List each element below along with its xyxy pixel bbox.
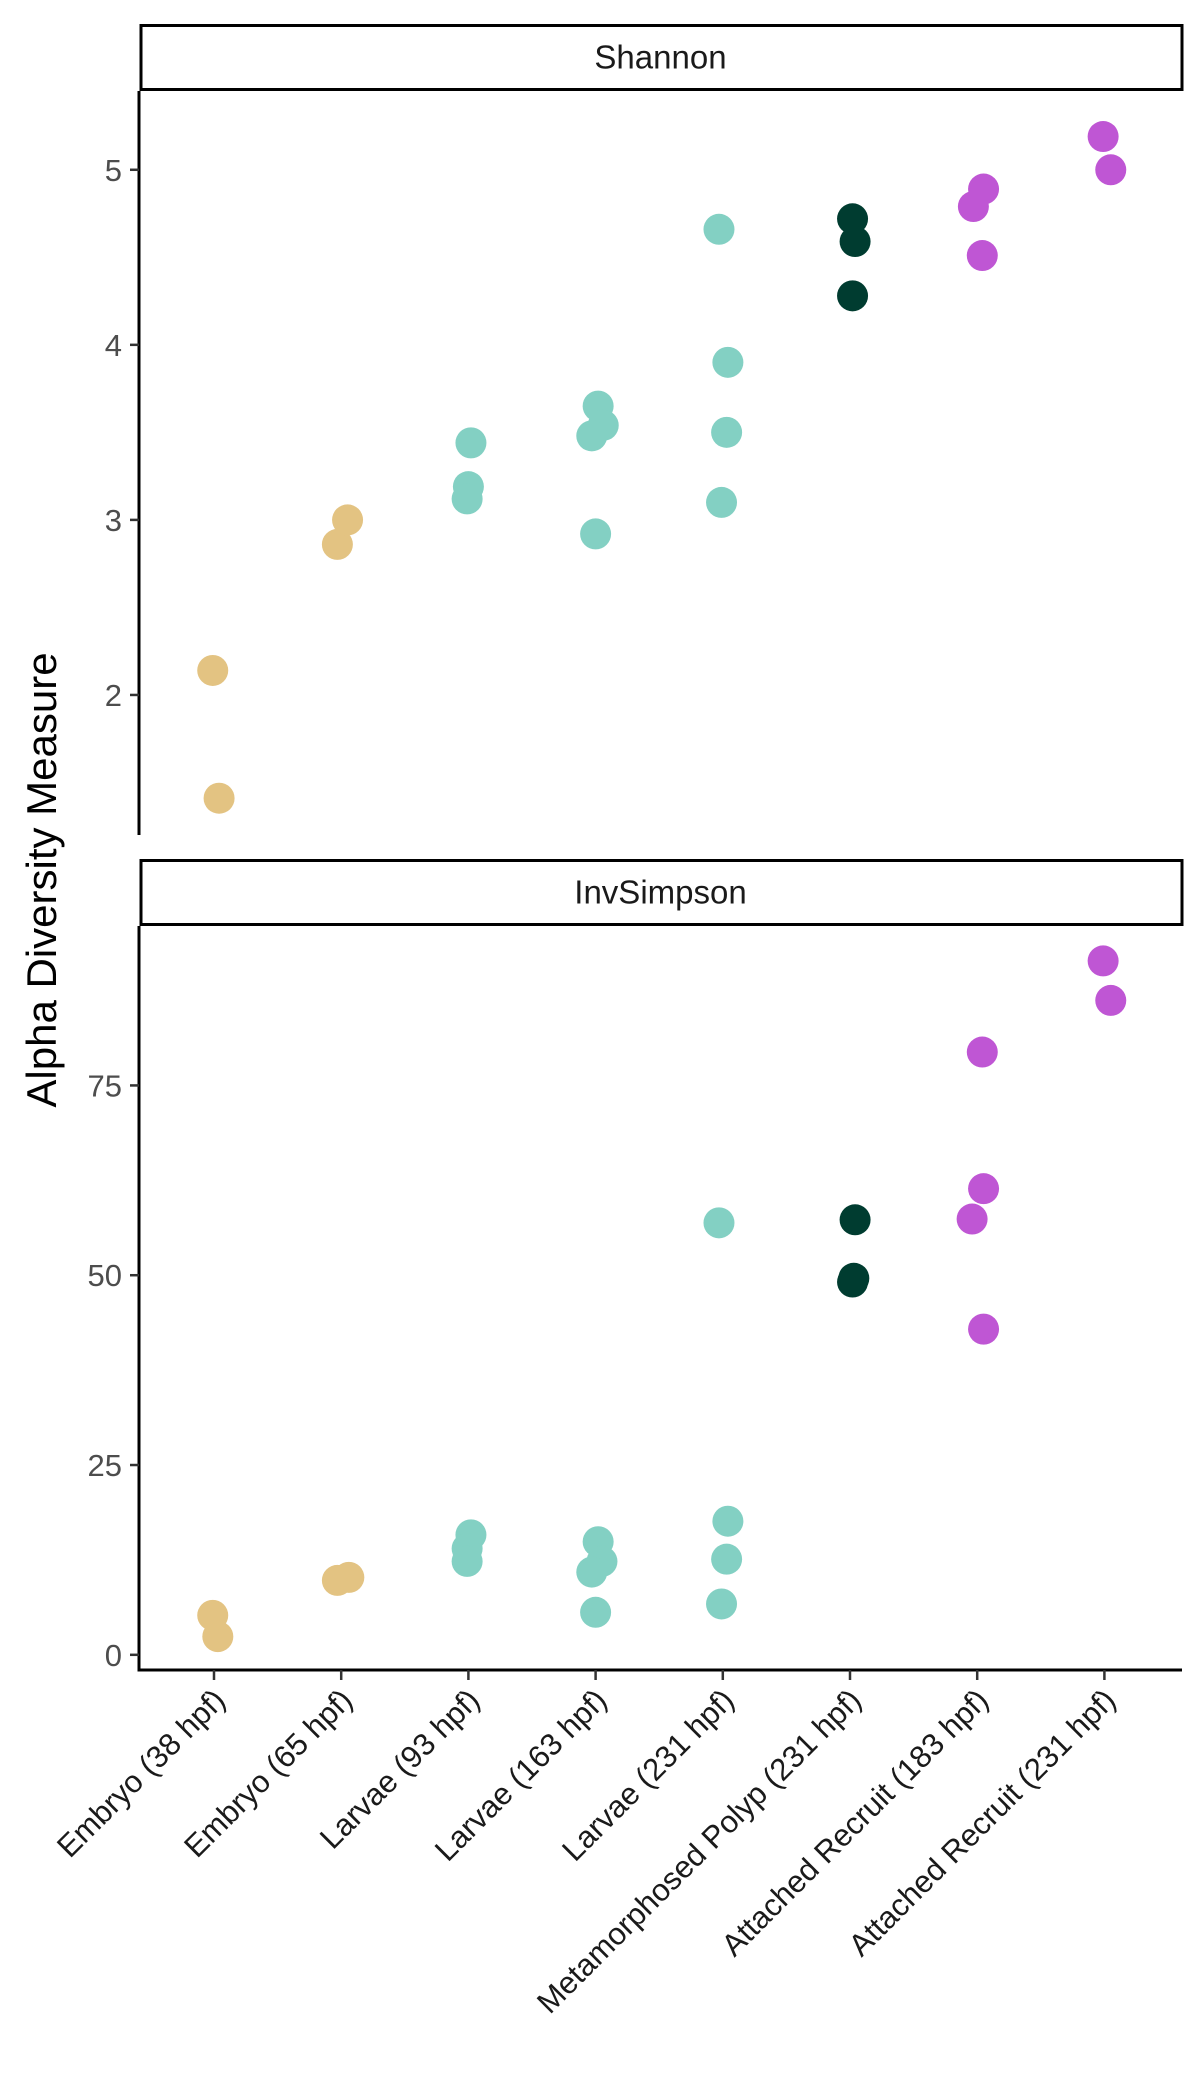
data-point-invsimpson xyxy=(968,1313,1000,1345)
strip-invsimpson xyxy=(139,859,1184,926)
data-point-shannon xyxy=(455,427,487,459)
data-point-shannon xyxy=(451,483,483,515)
data-point-shannon xyxy=(837,203,869,235)
facet-panels: Shannon 2 3 4 5 InvSimpson 0 25 50 75 xyxy=(88,24,1184,1673)
data-point-shannon xyxy=(321,528,353,560)
panel-invsimpson: InvSimpson 0 25 50 75 xyxy=(88,859,1184,1673)
data-point-shannon xyxy=(839,226,871,258)
data-point-shannon xyxy=(957,191,989,223)
data-point-invsimpson xyxy=(712,1505,744,1537)
data-point-invsimpson xyxy=(202,1621,234,1653)
data-point-shannon xyxy=(711,416,743,448)
data-point-shannon xyxy=(332,504,364,536)
data-point-shannon xyxy=(576,420,608,452)
y-tick-label-invsimpson: 75 xyxy=(88,1068,122,1103)
data-point-invsimpson xyxy=(1087,945,1119,977)
strip-shannon xyxy=(139,24,1184,91)
data-point-invsimpson xyxy=(580,1596,612,1628)
data-point-invsimpson xyxy=(711,1543,743,1575)
y-axis-title: Alpha Diversity Measure xyxy=(18,652,65,1107)
y-tick-label-invsimpson: 25 xyxy=(88,1448,122,1483)
y-tick-label-invsimpson: 0 xyxy=(105,1638,122,1673)
y-tick-label-shannon: 5 xyxy=(105,153,122,188)
data-point-shannon xyxy=(1095,154,1127,186)
data-point-invsimpson xyxy=(956,1203,988,1235)
data-point-invsimpson xyxy=(333,1561,365,1593)
x-tick-label: Attached Recruit (231 hpf) xyxy=(842,1682,1123,1963)
panel-shannon: Shannon 2 3 4 5 xyxy=(105,24,1184,835)
data-point-shannon xyxy=(966,240,998,272)
y-tick-label-shannon: 4 xyxy=(105,328,122,363)
data-point-invsimpson xyxy=(703,1207,735,1239)
data-point-shannon xyxy=(197,654,229,686)
data-point-invsimpson xyxy=(968,1173,1000,1205)
y-tick-label-shannon: 2 xyxy=(105,678,122,713)
data-point-invsimpson xyxy=(966,1036,998,1068)
data-point-shannon xyxy=(706,486,738,518)
data-point-invsimpson xyxy=(837,1266,869,1298)
data-point-shannon xyxy=(203,782,235,814)
data-point-shannon xyxy=(837,280,869,312)
strip-label-invsimpson: InvSimpson xyxy=(574,874,746,911)
data-point-invsimpson xyxy=(706,1588,738,1620)
x-axis: Embryo (38 hpf)Embryo (65 hpf)Larvae (93… xyxy=(50,1670,1122,2020)
data-point-shannon xyxy=(1087,121,1119,153)
data-point-shannon xyxy=(580,518,612,550)
data-point-shannon xyxy=(703,213,735,245)
data-point-invsimpson xyxy=(839,1204,871,1236)
data-point-shannon xyxy=(712,346,744,378)
x-tick-label: Attached Recruit (183 hpf) xyxy=(715,1682,996,1963)
y-tick-label-invsimpson: 50 xyxy=(88,1258,122,1293)
strip-label-shannon: Shannon xyxy=(594,39,726,76)
data-point-invsimpson xyxy=(576,1556,608,1588)
y-tick-label-shannon: 3 xyxy=(105,503,122,538)
data-point-invsimpson xyxy=(1095,984,1127,1016)
data-point-invsimpson xyxy=(451,1545,483,1577)
